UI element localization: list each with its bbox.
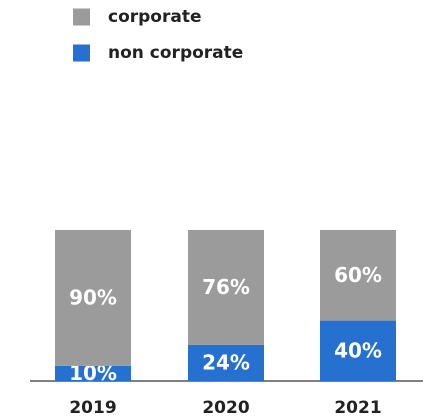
legend-swatch <box>73 44 90 62</box>
legend-label: non corporate <box>108 43 243 63</box>
value-label: 90% <box>69 285 117 309</box>
x-tick-label: 2020 <box>202 398 249 418</box>
value-label: 76% <box>202 275 250 299</box>
legend-swatch <box>73 8 90 26</box>
bar-segment <box>55 230 131 366</box>
value-label: 24% <box>202 350 250 374</box>
bar-segment <box>320 230 396 321</box>
x-tick-label: 2021 <box>334 398 381 418</box>
bar-segment <box>55 365 131 381</box>
bar-segment <box>188 344 264 381</box>
bar-segment <box>188 230 264 345</box>
x-tick-label: 2019 <box>69 398 116 418</box>
bar-segment <box>320 320 396 381</box>
value-label: 60% <box>334 263 382 287</box>
value-label: 40% <box>334 338 382 362</box>
legend-label: corporate <box>108 7 202 27</box>
